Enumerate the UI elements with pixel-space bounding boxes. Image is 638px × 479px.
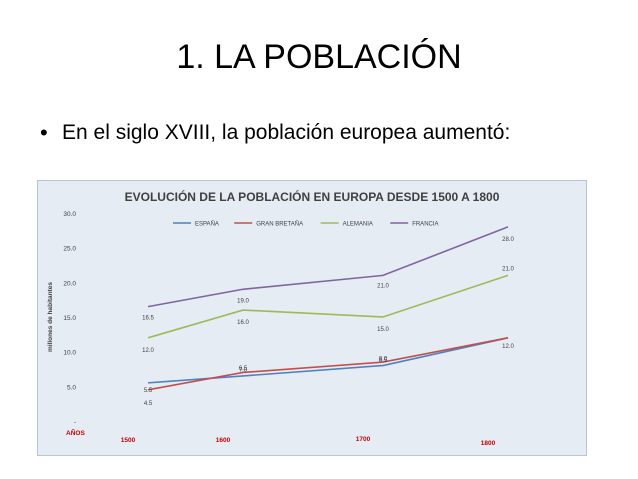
x-tick-label: 1700	[356, 436, 371, 443]
data-label: 8.0	[379, 357, 388, 363]
data-label: 21.0	[502, 266, 514, 272]
y-axis-label: millones de habitantes	[47, 282, 54, 352]
chart-title: EVOLUCIÓN DE LA POBLACIÓN EN EUROPA DESD…	[125, 189, 500, 204]
y-tick-label: 10.0	[63, 350, 76, 357]
y-tick-label: 25.0	[63, 246, 76, 253]
legend-label: GRAN BRETAÑA	[256, 221, 303, 228]
data-label: 12.0	[502, 344, 514, 350]
data-label: 16.5	[142, 316, 154, 322]
y-tick-label: 30.0	[63, 211, 76, 218]
data-label: 7.0	[239, 367, 248, 373]
bullet-point: • En el siglo XVIII, la población europe…	[40, 118, 560, 148]
data-label: 21.0	[377, 283, 389, 289]
data-label: 5.5	[144, 388, 153, 394]
data-label: 12.0	[142, 348, 154, 354]
y-tick-label: 5.0	[67, 384, 76, 391]
x-tick-label: 1500	[121, 437, 136, 444]
data-label: 16.0	[237, 320, 249, 326]
data-label: 19.0	[237, 298, 249, 304]
slide-title: 1. LA POBLACIÓN	[176, 38, 462, 76]
y-tick-label: 15.0	[63, 315, 76, 322]
legend-label: ALEMANIA	[343, 222, 373, 228]
data-label: 8.5	[379, 358, 388, 364]
bullet-text: En el siglo XVIII, la población europea …	[62, 121, 511, 144]
data-label: 6.5	[239, 366, 248, 372]
y-tick-label: -	[74, 419, 76, 426]
bullet-marker: •	[40, 120, 48, 145]
series-line	[147, 337, 509, 391]
x-axis-label: AÑOS	[66, 428, 85, 437]
chart-svg: EVOLUCIÓN DE LA POBLACIÓN EN EUROPA DESD…	[47, 189, 514, 447]
series-line	[147, 337, 509, 384]
y-tick-label: 20.0	[63, 280, 76, 287]
series-line	[147, 274, 509, 339]
series-line	[147, 226, 509, 308]
data-label: 15.0	[377, 327, 389, 333]
legend-label: ESPAÑA	[195, 221, 219, 228]
x-tick-label: 1600	[216, 437, 231, 444]
legend-label: FRANCIA	[412, 222, 438, 228]
population-chart: EVOLUCIÓN DE LA POBLACIÓN EN EUROPA DESD…	[37, 180, 587, 456]
x-tick-label: 1800	[481, 440, 496, 447]
data-label: 4.5	[144, 401, 153, 407]
data-label: 28.0	[502, 237, 514, 243]
